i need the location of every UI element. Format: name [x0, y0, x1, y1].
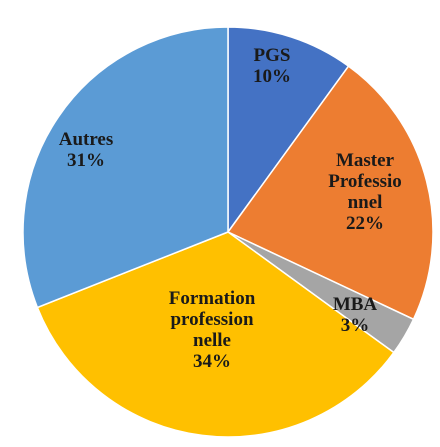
slice-label: PGS 10% [237, 45, 307, 87]
category-label: Autres [58, 129, 114, 150]
slice-label: Master Professionnel 22% [325, 150, 405, 234]
slice-label: MBA 3% [325, 294, 385, 336]
value-label: 10% [253, 66, 291, 87]
slice-label: Formation professionnelle 34% [167, 288, 257, 372]
category-label: Formation professionnelle [168, 288, 256, 351]
category-label: MBA [332, 294, 378, 315]
value-label: 22% [346, 213, 384, 234]
category-label: PGS [253, 45, 291, 66]
value-label: 3% [340, 315, 370, 336]
value-label: 31% [67, 150, 105, 171]
category-label: Master Professionnel [328, 150, 402, 213]
value-label: 34% [193, 351, 231, 372]
pie-slice [22, 26, 229, 309]
pie-slice [227, 26, 350, 235]
slice-label: Autres 31% [46, 129, 126, 171]
pie-slice [36, 231, 395, 438]
